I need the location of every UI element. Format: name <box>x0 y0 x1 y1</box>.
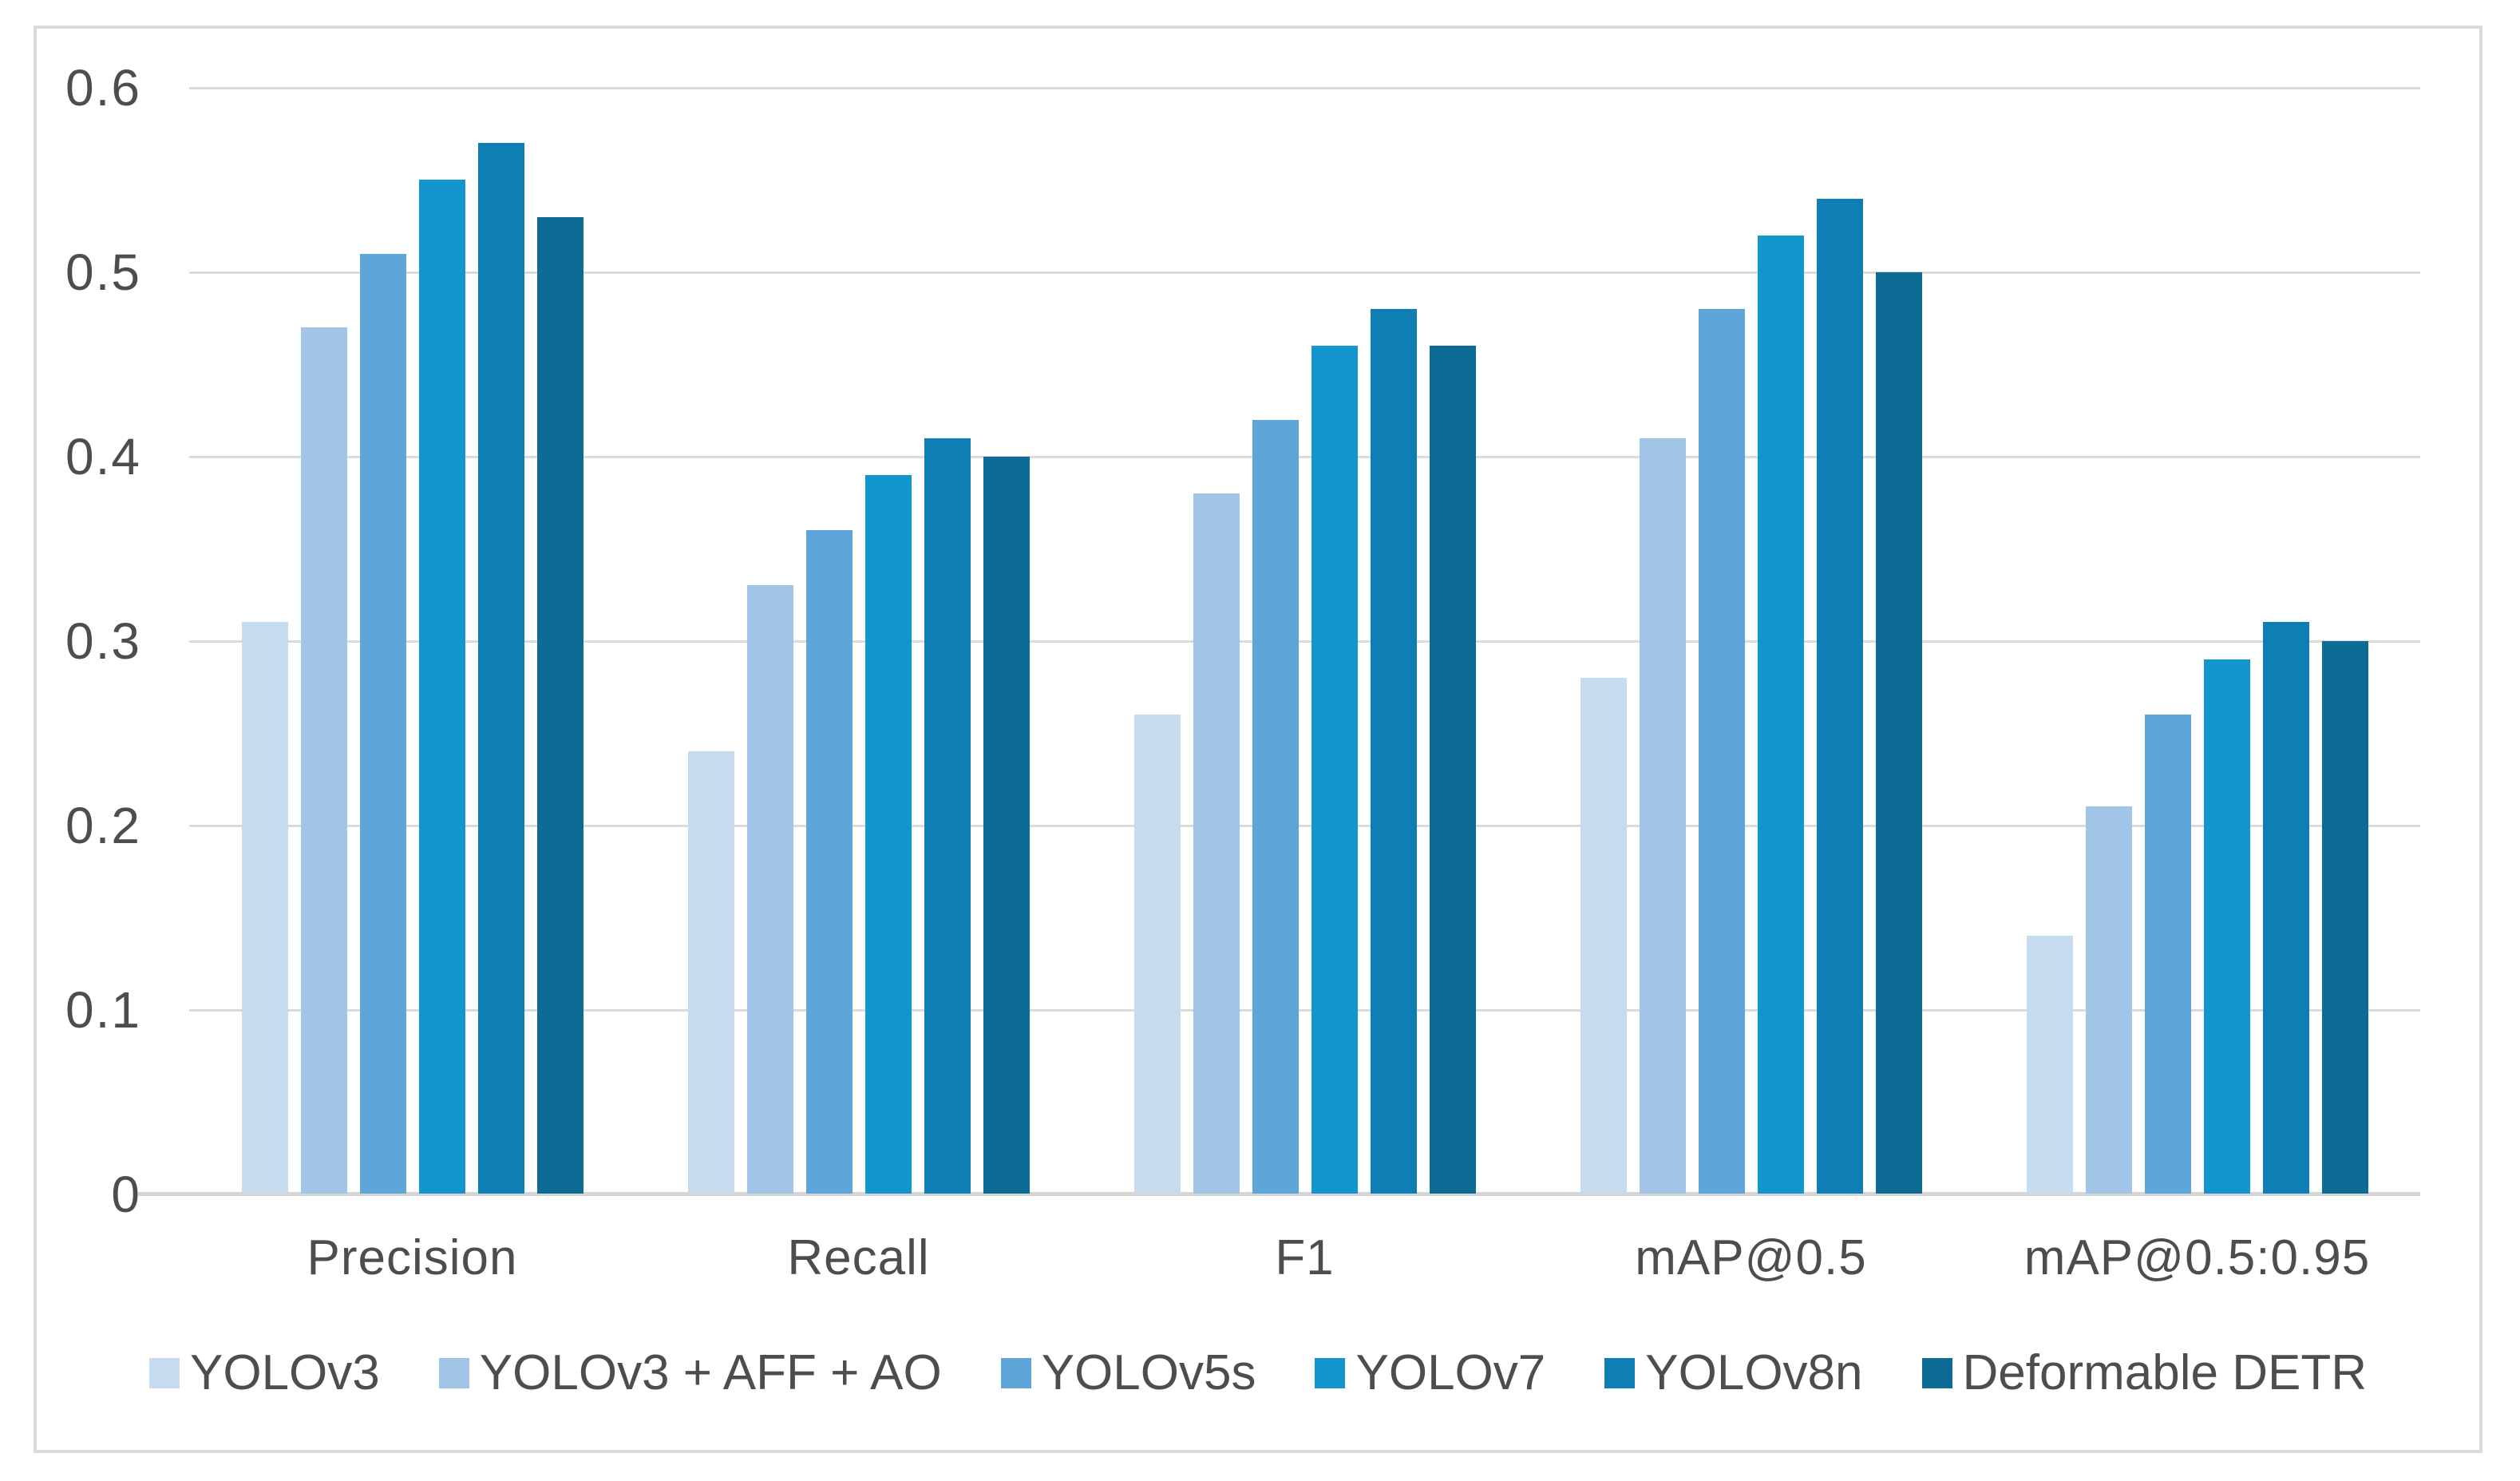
bar-yolov5s <box>805 530 853 1194</box>
bar-yolov8n <box>1816 198 1863 1194</box>
bar-group-map-0-5-0-95 <box>2026 88 2368 1194</box>
bar-yolov8n <box>924 438 971 1194</box>
bar-yolov7 <box>1757 235 1804 1194</box>
legend-label: YOLOv7 <box>1355 1345 1546 1400</box>
bar-group-recall <box>687 88 1030 1194</box>
bar-yolov7 <box>1311 346 1358 1194</box>
bar-deformable-detr <box>983 456 1030 1194</box>
legend-label: YOLOv3 <box>190 1345 380 1400</box>
bar-deformable-detr <box>1875 271 1922 1194</box>
legend-label: YOLOv3 + AFF + AO <box>479 1345 942 1400</box>
bar-yolov3 <box>1580 677 1627 1194</box>
gridline <box>189 87 2420 89</box>
legend-item-deformable-detr: Deformable DETR <box>1921 1345 2367 1400</box>
bar-yolov5s <box>359 253 406 1194</box>
bar-yolov3-aff-ao <box>1639 438 1686 1194</box>
bar-group-precision <box>241 88 584 1194</box>
bar-deformable-detr <box>536 216 584 1194</box>
legend-swatch-icon <box>438 1358 469 1388</box>
bar-yolov8n <box>477 143 524 1194</box>
bar-yolov5s <box>1252 419 1299 1194</box>
y-axis-tick-label: 0.4 <box>65 428 141 485</box>
gridline <box>189 271 2420 274</box>
legend-label: Deformable DETR <box>1962 1345 2367 1400</box>
gridline <box>189 1009 2420 1012</box>
bar-yolov5s <box>1698 309 1745 1194</box>
legend-swatch-icon <box>1000 1358 1031 1388</box>
legend: YOLOv3 YOLOv3 + AFF + AO YOLOv5s YOLOv7 YOLO… <box>34 1345 2482 1401</box>
y-axis-tick-label: 0.1 <box>65 981 141 1039</box>
legend-swatch-icon <box>1315 1358 1346 1388</box>
bar-yolov3 <box>1133 714 1181 1194</box>
bar-yolov3-aff-ao <box>1193 493 1240 1194</box>
x-axis-category-label: Precision <box>307 1230 518 1285</box>
bar-yolov3 <box>2026 935 2073 1194</box>
bar-yolov3-aff-ao <box>746 585 793 1194</box>
legend-item-yolov3-aff-ao: YOLOv3 + AFF + AO <box>438 1345 942 1400</box>
bar-yolov8n <box>1370 309 1417 1194</box>
bar-yolov7 <box>2203 659 2250 1194</box>
y-axis-tick-label: 0.2 <box>65 797 141 854</box>
legend-item-yolov8n: YOLOv8n <box>1604 1345 1863 1400</box>
y-axis-tick-label: 0.5 <box>65 244 141 301</box>
legend-item-yolov7: YOLOv7 <box>1315 1348 1545 1398</box>
x-axis-line <box>138 1192 2420 1196</box>
legend-label: YOLOv8n <box>1645 1345 1863 1400</box>
legend-swatch-icon <box>1604 1358 1636 1388</box>
bar-group-map-0-5 <box>1580 88 1922 1194</box>
x-axis-category-label: mAP@0.5:0.95 <box>2024 1230 2371 1285</box>
y-axis-tick-label: 0.6 <box>65 59 141 117</box>
gridline <box>189 456 2420 458</box>
legend-item-yolov3: YOLOv3 <box>149 1348 380 1398</box>
bar-yolov8n <box>2262 622 2309 1194</box>
bar-yolov7 <box>418 180 465 1194</box>
y-axis-tick-label: 0 <box>111 1166 141 1223</box>
legend-swatch-icon <box>1921 1358 1952 1388</box>
x-axis-category-label: F1 <box>1275 1230 1335 1285</box>
gridline <box>189 640 2420 643</box>
bar-deformable-detr <box>2321 640 2368 1194</box>
bar-yolov3 <box>241 622 288 1194</box>
bar-deformable-detr <box>1429 346 1476 1194</box>
bar-yolov3 <box>687 751 734 1194</box>
legend-swatch-icon <box>149 1358 180 1388</box>
legend-item-yolov5s: YOLOv5s <box>1000 1345 1256 1400</box>
x-axis-category-label: Recall <box>787 1230 930 1285</box>
legend-label: YOLOv5s <box>1041 1345 1256 1400</box>
bar-yolov3-aff-ao <box>300 327 347 1194</box>
bar-group-f1 <box>1133 88 1476 1194</box>
bar-yolov7 <box>864 474 912 1194</box>
y-axis-tick-label: 0.3 <box>65 612 141 670</box>
x-axis-category-label: mAP@0.5 <box>1635 1230 1867 1285</box>
gridline <box>189 825 2420 827</box>
bar-yolov5s <box>2144 714 2191 1194</box>
bar-yolov3-aff-ao <box>2085 806 2132 1194</box>
